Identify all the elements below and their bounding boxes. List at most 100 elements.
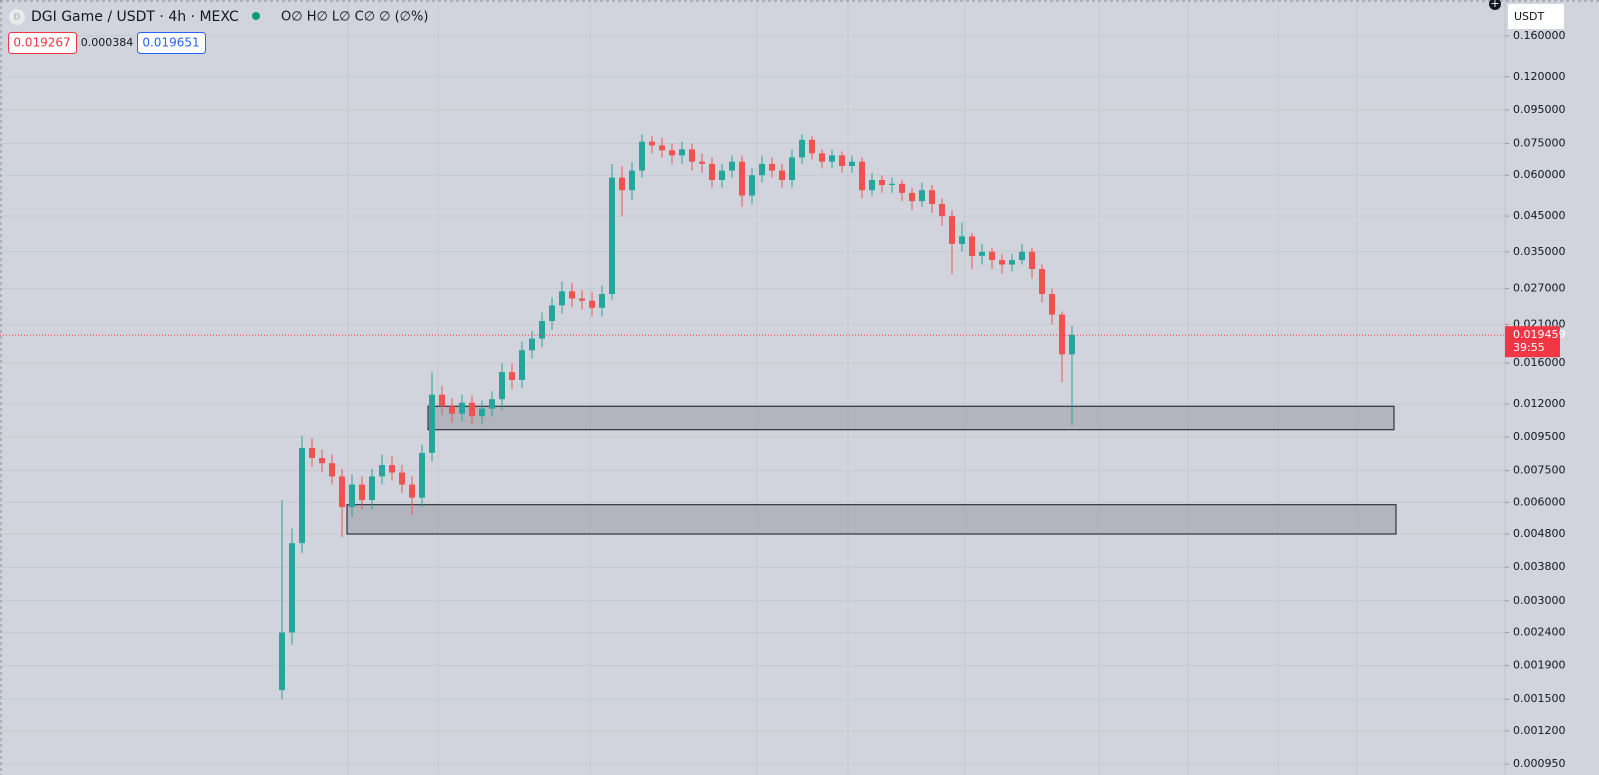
- candle-body: [779, 170, 785, 181]
- candle-body: [1069, 334, 1075, 355]
- candle-body: [869, 180, 875, 191]
- y-tick-label: 0.120000: [1513, 70, 1566, 83]
- buy-button[interactable]: [137, 32, 206, 54]
- candle-body: [949, 216, 955, 244]
- last-price-box: [1505, 326, 1560, 358]
- countdown: 39:55: [1513, 341, 1545, 354]
- candle-body: [769, 163, 775, 171]
- candle-body: [509, 372, 515, 380]
- candle-body: [1049, 294, 1055, 315]
- y-tick-label: 0.035000: [1513, 245, 1566, 258]
- candle-body: [569, 291, 575, 299]
- candle-body: [549, 305, 555, 322]
- candle-body: [979, 251, 985, 256]
- add-icon: +: [1490, 0, 1499, 10]
- candle-body: [749, 175, 755, 196]
- candle-body: [369, 476, 375, 500]
- candle-body: [689, 149, 695, 162]
- candle-body: [619, 177, 625, 191]
- candle-body: [339, 476, 345, 508]
- candle-body: [579, 298, 585, 301]
- zones: [346, 405, 1397, 535]
- candle-body: [409, 484, 415, 498]
- candle-body: [459, 402, 465, 414]
- candle-body: [559, 291, 565, 306]
- candle-body: [929, 190, 935, 204]
- candle-body: [709, 163, 715, 181]
- candle-body: [989, 251, 995, 261]
- buy-price[interactable]: 0.019651: [142, 36, 199, 50]
- candle-body: [809, 139, 815, 154]
- zone: [427, 405, 1395, 431]
- candle-body: [639, 141, 645, 171]
- candle-body: [719, 170, 725, 181]
- candle-body: [729, 161, 735, 171]
- candle-body: [609, 177, 615, 295]
- candle-body: [429, 394, 435, 453]
- sell-button[interactable]: [8, 32, 77, 54]
- y-tick-label: 0.001900: [1513, 659, 1566, 672]
- spread: 0.000384: [81, 36, 134, 49]
- y-tick-label: 0.003800: [1513, 560, 1566, 573]
- candle-body: [659, 145, 665, 151]
- candle-body: [399, 472, 405, 485]
- candle-body: [939, 203, 945, 217]
- y-tick-label: 0.000950: [1513, 757, 1566, 770]
- candle-body: [489, 399, 495, 409]
- ohlc-legend: O∅ H∅ L∅ C∅ ∅ (∅%): [281, 10, 428, 25]
- y-tick-label: 0.060000: [1513, 168, 1566, 181]
- candle-body: [909, 192, 915, 202]
- y-tick-label: 0.012000: [1513, 397, 1566, 410]
- y-tick-label: 0.016000: [1513, 356, 1566, 369]
- candle-body: [529, 338, 535, 351]
- add-button[interactable]: [1489, 0, 1501, 10]
- y-tick-label: 0.001500: [1513, 692, 1566, 705]
- y-tick-label: 0.009500: [1513, 430, 1566, 443]
- candle-body: [889, 183, 895, 186]
- candle-body: [469, 402, 475, 417]
- y-tick-label: 0.001200: [1513, 724, 1566, 737]
- candle-body: [329, 463, 335, 477]
- vertical-grid: [347, 0, 1358, 775]
- symbol-icon-letter: D: [14, 13, 20, 22]
- y-tick-label: 0.045000: [1513, 209, 1566, 222]
- candle-body: [479, 408, 485, 417]
- candle-body: [919, 190, 925, 202]
- candle-body: [839, 155, 845, 167]
- candle-body: [799, 139, 805, 158]
- candle-body: [499, 372, 505, 400]
- candle-body: [449, 406, 455, 414]
- currency-button[interactable]: [1508, 4, 1564, 29]
- y-tick-label: 0.003000: [1513, 594, 1566, 607]
- last-price-label: 0.019459: [1513, 328, 1566, 341]
- candle-body: [349, 484, 355, 508]
- y-tick-label: 0.160000: [1513, 29, 1566, 42]
- candles: [0, 134, 1505, 700]
- candle-body: [319, 457, 325, 464]
- candle-body: [279, 632, 285, 691]
- candle-body: [969, 236, 975, 256]
- candle-body: [879, 180, 885, 186]
- candle-body: [669, 150, 675, 156]
- candle-body: [699, 161, 705, 164]
- currency[interactable]: USDT: [1514, 10, 1545, 23]
- candle-body: [439, 394, 445, 407]
- candle-body: [589, 300, 595, 308]
- chart-title: DGI Game / USDT · 4h · MEXC: [31, 9, 239, 25]
- candle-body: [539, 321, 545, 339]
- candle-body: [1029, 251, 1035, 270]
- candle-body: [1019, 251, 1025, 261]
- candle-body: [419, 452, 425, 498]
- candle-body: [679, 149, 685, 156]
- candle-body: [1059, 314, 1065, 355]
- candle-body: [299, 447, 305, 544]
- y-tick-label: 0.004800: [1513, 527, 1566, 540]
- candle-body: [309, 447, 315, 458]
- y-tick-label: 0.095000: [1513, 103, 1566, 116]
- candle-body: [359, 484, 365, 500]
- sell-price[interactable]: 0.019267: [13, 36, 70, 50]
- candle-body: [959, 236, 965, 244]
- candle-body: [829, 155, 835, 162]
- zone: [346, 504, 1397, 535]
- candle-body: [899, 183, 905, 193]
